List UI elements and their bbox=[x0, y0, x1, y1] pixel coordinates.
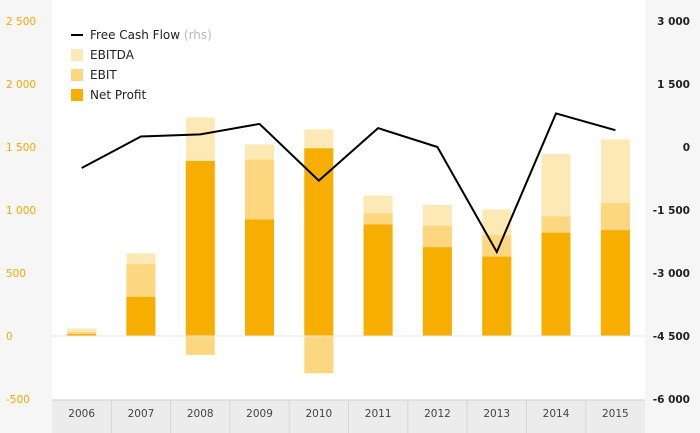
legend-swatch-ebit bbox=[71, 69, 83, 81]
y-right-tick-label: 3 000 bbox=[657, 16, 690, 28]
y-left-tick-label: -500 bbox=[6, 394, 30, 406]
x-tick-label: 2006 bbox=[68, 408, 95, 420]
x-tick-label: 2011 bbox=[365, 408, 392, 420]
y-left-tick-label: 2 000 bbox=[6, 79, 36, 91]
legend: Free Cash Flow (rhs) EBITDA EBIT Net Profit bbox=[71, 28, 212, 102]
x-tick-label: 2013 bbox=[483, 408, 510, 420]
y-right-tick-label: -3 000 bbox=[653, 268, 690, 280]
y-left-tick-label: 2 500 bbox=[6, 16, 36, 28]
x-tick-label: 2009 bbox=[246, 408, 273, 420]
x-tick-label: 2015 bbox=[602, 408, 629, 420]
legend-label-net-profit: Net Profit bbox=[90, 88, 146, 102]
y-right-tick-label: -6 000 bbox=[653, 394, 690, 406]
y-right-tick-label: -4 500 bbox=[653, 331, 690, 343]
bar-net-profit-2011 bbox=[363, 224, 393, 336]
y-right-tick-label: -1 500 bbox=[653, 205, 690, 217]
x-tick-label: 2007 bbox=[128, 408, 155, 420]
x-tick-label: 2012 bbox=[424, 408, 451, 420]
legend-label-ebitda: EBITDA bbox=[90, 48, 135, 62]
y-right-tick-label: 1 500 bbox=[657, 79, 690, 91]
legend-swatch-net-profit bbox=[71, 89, 83, 101]
legend-label-ebit: EBIT bbox=[90, 68, 117, 82]
bar-net-profit-2007 bbox=[126, 296, 156, 336]
line-layer bbox=[81, 112, 616, 255]
bar-net-profit-2014 bbox=[541, 232, 571, 336]
legend-label-free-cash-flow: Free Cash Flow (rhs) bbox=[90, 28, 212, 42]
bar-net-profit-2006 bbox=[67, 334, 97, 336]
y-left-tick-label: 0 bbox=[6, 331, 13, 343]
bar-net-profit-2010 bbox=[304, 148, 334, 336]
y-left-tick-label: 1 000 bbox=[6, 205, 36, 217]
bar-net-profit-2012 bbox=[422, 247, 452, 336]
y-left-tick-label: 1 500 bbox=[6, 142, 36, 154]
bar-net-profit-2013 bbox=[482, 256, 512, 336]
axis-layer: 2006 2007 2008 2009 2010 2011 2012 2013 2014 2015… bbox=[6, 16, 690, 433]
line-free-cash-flow bbox=[81, 112, 616, 255]
bar-net-profit-2008 bbox=[185, 160, 215, 336]
bars-layer bbox=[67, 117, 630, 374]
y-right-tick-label: 0 bbox=[683, 142, 690, 154]
y-left-tick-label: 500 bbox=[6, 268, 26, 280]
legend-rhs-suffix: (rhs) bbox=[180, 28, 212, 42]
bar-ebit-2008 bbox=[185, 336, 215, 355]
bar-ebit-2010 bbox=[304, 336, 334, 374]
x-tick-label: 2010 bbox=[305, 408, 332, 420]
bar-net-profit-2009 bbox=[245, 219, 274, 336]
x-tick-label: 2014 bbox=[543, 408, 570, 420]
x-tick-label: 2008 bbox=[187, 408, 214, 420]
legend-swatch-ebitda bbox=[71, 49, 83, 61]
bar-net-profit-2015 bbox=[600, 230, 630, 336]
